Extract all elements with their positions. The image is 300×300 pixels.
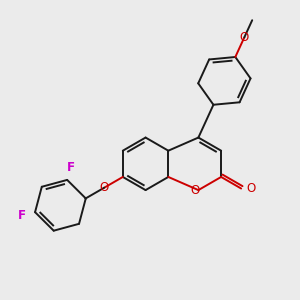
Text: F: F xyxy=(18,209,26,222)
Text: O: O xyxy=(100,181,109,194)
Text: O: O xyxy=(190,184,200,197)
Text: F: F xyxy=(67,160,74,174)
Text: O: O xyxy=(240,31,249,44)
Text: O: O xyxy=(247,182,256,195)
